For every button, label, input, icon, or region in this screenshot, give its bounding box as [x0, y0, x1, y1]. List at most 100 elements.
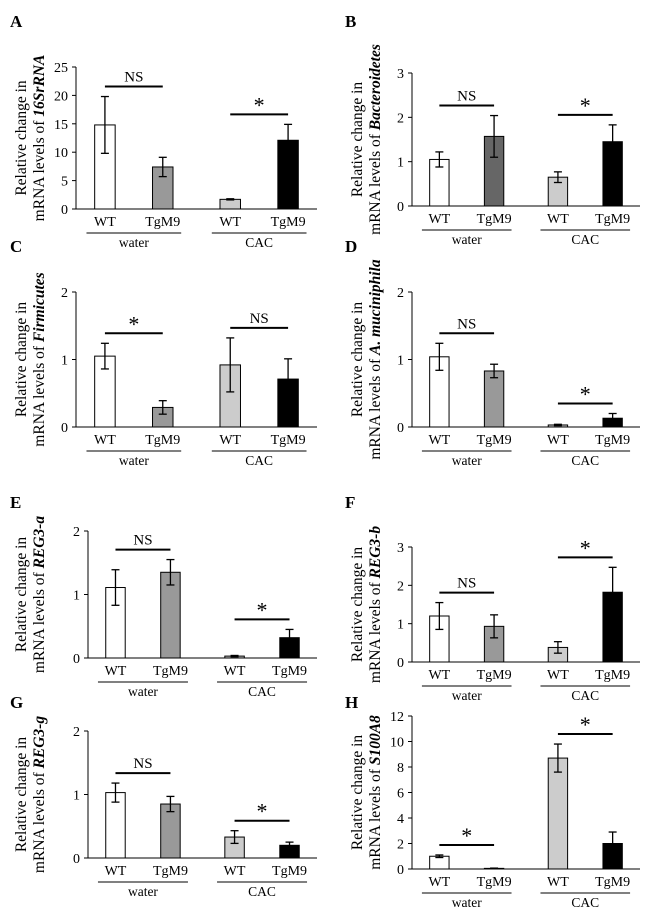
y-tick-label: 1 — [73, 789, 80, 804]
significance-label: * — [254, 92, 265, 117]
x-tick-label: WT — [219, 433, 241, 448]
y-tick-label: 2 — [397, 838, 404, 853]
panel-D: D Relative change inmRNA levels of A. muc… — [345, 237, 640, 468]
gene-name: Bacteroidetes — [367, 44, 384, 131]
y-axis-label-line1: Relative change in — [13, 537, 30, 653]
x-tick-label: TgM9 — [595, 433, 630, 448]
x-tick-label: WT — [428, 212, 450, 227]
x-tick-label: WT — [547, 668, 569, 683]
y-axis-label: Relative change inmRNA levels of A. muci… — [349, 259, 384, 459]
y-tick-label: 25 — [54, 61, 68, 76]
y-axis-label-line1: Relative change in — [13, 80, 30, 196]
panel-label: F — [345, 493, 355, 512]
y-tick-label: 0 — [61, 203, 68, 218]
significance-label: * — [580, 535, 591, 560]
y-axis-label-line1: Relative change in — [349, 82, 366, 198]
panel-label: G — [10, 693, 23, 712]
y-axis-label: Relative change inmRNA levels of Firmicu… — [13, 272, 48, 446]
gene-name: A. muciniphila — [367, 259, 384, 356]
x-tick-label: TgM9 — [595, 212, 630, 227]
x-tick-label: WT — [428, 433, 450, 448]
y-axis-label: Relative change inmRNA levels of Bactero… — [349, 44, 384, 235]
y-tick-label: 1 — [397, 156, 404, 171]
panel-A: A Relative change inmRNA levels of 16SrRN… — [10, 12, 317, 250]
x-tick-label: TgM9 — [477, 212, 512, 227]
y-tick-label: 1 — [397, 354, 404, 369]
y-tick-label: 1 — [61, 354, 68, 369]
significance-label: NS — [124, 70, 143, 86]
group-label: water — [119, 453, 149, 468]
y-tick-label: 6 — [397, 787, 404, 802]
y-axis-label-line2: mRNA levels of — [367, 578, 384, 683]
y-tick-label: 0 — [73, 852, 80, 867]
x-tick-label: TgM9 — [595, 875, 630, 890]
y-tick-label: 0 — [397, 863, 404, 878]
y-tick-label: 1 — [397, 618, 404, 633]
group-label: CAC — [248, 684, 276, 699]
y-tick-label: 0 — [73, 652, 80, 667]
x-tick-label: WT — [224, 664, 246, 679]
y-tick-label: 2 — [397, 286, 404, 301]
x-tick-label: WT — [547, 433, 569, 448]
gene-name: REG3-a — [31, 516, 48, 570]
group-label: CAC — [571, 232, 599, 247]
x-tick-label: WT — [547, 212, 569, 227]
significance-label: * — [128, 311, 139, 336]
significance-label: NS — [457, 576, 476, 592]
x-tick-label: TgM9 — [477, 433, 512, 448]
y-tick-label: 0 — [397, 421, 404, 436]
y-axis-label-line1: Relative change in — [349, 547, 366, 663]
group-label: CAC — [245, 235, 273, 250]
bar — [547, 757, 569, 870]
gene-name: 16SrRNA — [31, 55, 48, 117]
panel-G: G Relative change inmRNA levels of REG3-g… — [10, 693, 317, 899]
panel-label: H — [345, 693, 358, 712]
y-tick-label: 2 — [397, 111, 404, 126]
y-tick-label: 5 — [61, 175, 68, 190]
significance-label: * — [257, 799, 268, 824]
panel-label: E — [10, 493, 21, 512]
significance-label: * — [580, 93, 591, 118]
panel-C: C Relative change inmRNA levels of Firmic… — [10, 237, 317, 468]
y-tick-label: 2 — [73, 725, 80, 740]
significance-label: NS — [250, 311, 269, 327]
x-tick-label: WT — [105, 864, 127, 879]
y-axis-label: Relative change inmRNA levels of REG3-b — [349, 526, 384, 683]
y-axis-label-line1: Relative change in — [13, 737, 30, 853]
x-tick-label: WT — [428, 875, 450, 890]
y-tick-label: 3 — [397, 541, 404, 556]
y-axis-label: Relative change inmRNA levels of 16SrRNA — [13, 55, 48, 222]
y-axis-label: Relative change inmRNA levels of REG3-a — [13, 516, 48, 673]
y-axis-label-line2: mRNA levels of — [31, 568, 48, 673]
group-label: CAC — [571, 688, 599, 703]
y-tick-label: 2 — [73, 525, 80, 540]
group-label: water — [452, 232, 482, 247]
y-tick-label: 10 — [54, 146, 68, 161]
significance-label: * — [461, 823, 472, 848]
y-axis-label-line2: mRNA levels of — [367, 130, 384, 235]
group-label: CAC — [248, 884, 276, 899]
y-axis-label-line2: mRNA levels of — [367, 355, 384, 460]
significance-label: NS — [133, 533, 152, 549]
y-axis-label: Relative change inmRNA levels of S100A8 — [349, 715, 384, 870]
y-axis-label-line1: Relative change in — [13, 302, 30, 418]
x-tick-label: TgM9 — [272, 864, 307, 879]
group-label: CAC — [571, 895, 599, 910]
group-label: CAC — [571, 453, 599, 468]
y-axis-label-line1: Relative change in — [349, 302, 366, 418]
y-tick-label: 4 — [397, 812, 404, 827]
significance-label: * — [257, 597, 268, 622]
x-tick-label: WT — [224, 864, 246, 879]
x-tick-label: WT — [94, 215, 116, 230]
x-tick-label: TgM9 — [145, 215, 180, 230]
group-label: water — [452, 895, 482, 910]
y-tick-label: 3 — [397, 67, 404, 82]
y-tick-label: 0 — [397, 656, 404, 671]
x-tick-label: TgM9 — [272, 664, 307, 679]
y-axis-label-line2: mRNA levels of — [31, 117, 48, 222]
x-tick-label: TgM9 — [477, 668, 512, 683]
gene-name: Firmicutes — [31, 272, 48, 343]
significance-label: * — [580, 712, 591, 737]
y-axis-label-line2: mRNA levels of — [367, 765, 384, 870]
